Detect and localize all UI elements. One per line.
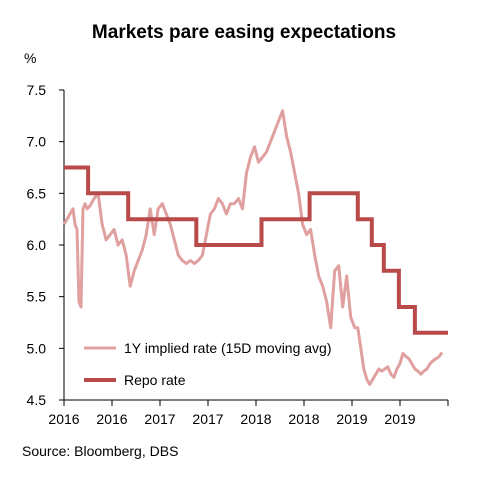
y-tick-label: 4.5 [27,392,47,408]
x-tick-label: 2019 [336,411,367,427]
source-note: Source: Bloomberg, DBS [22,443,179,459]
x-tick-label: 2016 [48,411,79,427]
x-tick-label: 2018 [240,411,271,427]
y-axis-unit: % [24,50,37,66]
legend: 1Y implied rate (15D moving avg) Repo rat… [84,340,332,388]
y-tick-label: 7.0 [27,134,47,150]
legend-label: 1Y implied rate (15D moving avg) [124,340,332,356]
x-tick-label: 2018 [288,411,319,427]
x-tick-labels: 2016 2016 2017 2017 2018 2018 2019 2019 [48,400,449,427]
repo-rate-line [64,165,448,335]
legend-label: Repo rate [124,372,186,388]
y-tick-label: 7.5 [27,82,47,98]
x-tick-label: 2019 [384,411,415,427]
y-tick-label: 5.0 [27,340,47,356]
y-tick-label: 6.0 [27,237,47,253]
x-tick-label: 2017 [192,411,223,427]
chart-title: Markets pare easing expectations [91,22,397,43]
y-tick-label: 6.5 [27,185,47,201]
series-lines [62,109,448,386]
x-tick-label: 2016 [96,411,127,427]
y-tick-label: 5.5 [27,289,47,305]
y-tick-labels: 7.5 7.0 6.5 6.0 5.5 5.0 4.5 [27,82,64,408]
implied-rate-line [62,109,444,386]
x-tick-label: 2017 [144,411,175,427]
